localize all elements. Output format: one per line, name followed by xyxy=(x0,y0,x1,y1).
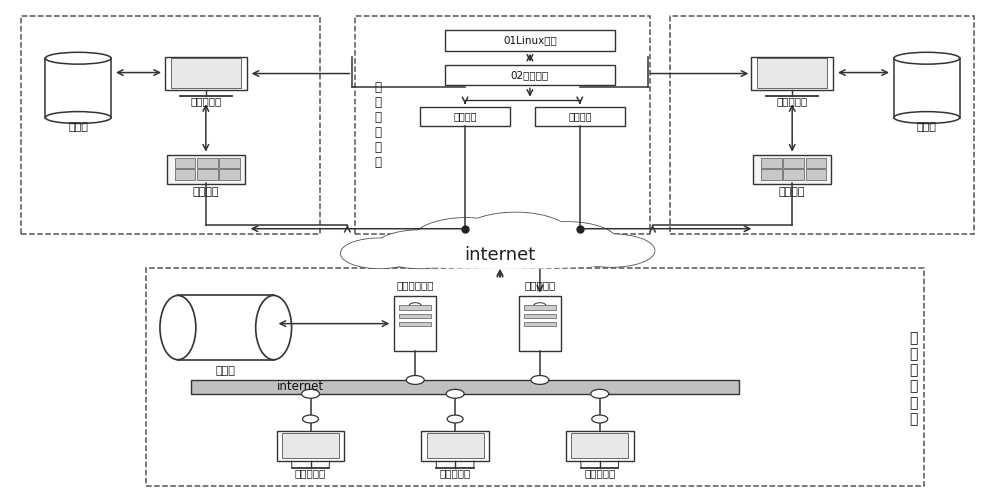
Text: 现场设备: 现场设备 xyxy=(779,187,805,197)
Bar xyxy=(175,169,195,180)
Bar xyxy=(21,16,320,234)
Text: internet: internet xyxy=(464,247,536,264)
Bar xyxy=(178,295,274,360)
Bar xyxy=(806,158,826,168)
Bar xyxy=(761,169,782,180)
Circle shape xyxy=(409,303,421,309)
Ellipse shape xyxy=(894,52,960,64)
Text: 检测计算机: 检测计算机 xyxy=(777,96,808,106)
Bar xyxy=(146,268,924,486)
Bar xyxy=(45,58,111,117)
Bar xyxy=(167,155,245,184)
Text: 数据库: 数据库 xyxy=(68,122,88,132)
Bar xyxy=(571,433,628,458)
Text: 诊断计算机: 诊断计算机 xyxy=(295,469,326,479)
Bar xyxy=(753,155,831,184)
Text: 硬件排列: 硬件排列 xyxy=(453,111,477,122)
Bar xyxy=(394,296,436,351)
Ellipse shape xyxy=(160,295,196,360)
Text: 网络服务器: 网络服务器 xyxy=(524,281,556,291)
Ellipse shape xyxy=(256,295,292,360)
Bar xyxy=(427,433,484,458)
Text: 检测计算机: 检测计算机 xyxy=(190,96,221,106)
Bar xyxy=(524,314,556,318)
Circle shape xyxy=(592,415,608,423)
Bar xyxy=(171,58,241,87)
Bar xyxy=(783,158,804,168)
Ellipse shape xyxy=(568,234,655,267)
Ellipse shape xyxy=(412,218,520,264)
Bar xyxy=(277,431,344,461)
Bar xyxy=(355,16,650,234)
Circle shape xyxy=(591,389,609,398)
Circle shape xyxy=(303,415,319,423)
Ellipse shape xyxy=(45,52,111,64)
Ellipse shape xyxy=(517,222,619,265)
Text: 诊断计算机: 诊断计算机 xyxy=(584,469,615,479)
Bar xyxy=(197,169,218,180)
Bar xyxy=(445,30,615,51)
Bar xyxy=(165,57,247,90)
Text: 远
程
诊
断
中
心: 远 程 诊 断 中 心 xyxy=(910,331,918,426)
Bar xyxy=(524,306,556,310)
Bar xyxy=(197,158,218,168)
Text: 现场设备: 现场设备 xyxy=(193,187,219,197)
Text: 02设计方案: 02设计方案 xyxy=(511,70,549,80)
Bar xyxy=(191,380,739,394)
Circle shape xyxy=(447,415,463,423)
Text: 方
案
设
计
俱
真: 方 案 设 计 俱 真 xyxy=(375,81,382,169)
Bar xyxy=(282,433,339,458)
Circle shape xyxy=(406,376,424,384)
Bar xyxy=(219,169,240,180)
Text: 01Linux平台: 01Linux平台 xyxy=(503,35,557,45)
Ellipse shape xyxy=(894,112,960,123)
Bar xyxy=(519,296,561,351)
Bar xyxy=(175,158,195,168)
Bar xyxy=(399,306,431,310)
Bar xyxy=(751,57,833,90)
Bar xyxy=(421,431,489,461)
Ellipse shape xyxy=(357,246,643,269)
Bar xyxy=(420,107,510,126)
Text: 数据库: 数据库 xyxy=(216,366,236,376)
Bar xyxy=(535,107,625,126)
Circle shape xyxy=(302,389,320,398)
Ellipse shape xyxy=(373,230,466,268)
Ellipse shape xyxy=(457,213,574,264)
Bar xyxy=(524,322,556,327)
Bar xyxy=(445,65,615,85)
Text: internet: internet xyxy=(277,380,324,394)
Bar xyxy=(757,58,827,87)
Bar xyxy=(783,169,804,180)
Circle shape xyxy=(531,376,549,384)
Circle shape xyxy=(534,303,546,309)
Polygon shape xyxy=(341,213,655,268)
Bar xyxy=(219,158,240,168)
Bar xyxy=(894,58,960,117)
Bar xyxy=(670,16,974,234)
Bar xyxy=(761,158,782,168)
Text: 软件设计: 软件设计 xyxy=(568,111,592,122)
Circle shape xyxy=(446,389,464,398)
Text: 数据库: 数据库 xyxy=(917,122,937,132)
Ellipse shape xyxy=(45,112,111,123)
Bar xyxy=(399,314,431,318)
Text: 诊断计算机: 诊断计算机 xyxy=(440,469,471,479)
Text: 数据库服务器: 数据库服务器 xyxy=(396,281,434,291)
Ellipse shape xyxy=(341,239,418,268)
Bar xyxy=(806,169,826,180)
Bar xyxy=(566,431,634,461)
Bar xyxy=(399,322,431,327)
